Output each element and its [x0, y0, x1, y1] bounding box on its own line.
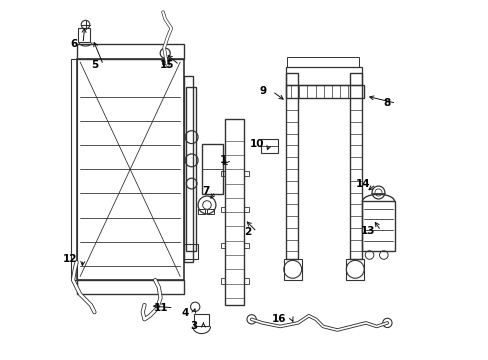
Text: 5: 5	[91, 60, 98, 70]
Bar	[71, 59, 77, 280]
Text: 14: 14	[355, 179, 370, 189]
Bar	[77, 59, 183, 280]
Text: 15: 15	[159, 60, 174, 70]
Bar	[201, 144, 223, 194]
Bar	[220, 243, 224, 248]
Bar	[244, 207, 248, 212]
Bar	[285, 85, 364, 98]
Text: 10: 10	[249, 139, 264, 149]
Bar	[162, 59, 169, 64]
Bar	[244, 243, 248, 248]
Text: 9: 9	[259, 86, 266, 96]
Bar	[220, 171, 224, 176]
Text: 7: 7	[202, 186, 209, 197]
Bar	[206, 208, 214, 214]
Bar	[220, 207, 224, 212]
Text: 8: 8	[383, 98, 390, 108]
Text: 11: 11	[154, 303, 168, 313]
Bar	[224, 119, 244, 305]
Bar	[349, 73, 362, 258]
Bar	[244, 278, 248, 284]
Text: 1: 1	[219, 156, 226, 165]
Bar	[220, 278, 224, 284]
Text: 12: 12	[63, 254, 78, 264]
Text: 2: 2	[244, 227, 251, 237]
Bar	[362, 202, 394, 251]
Bar	[77, 280, 183, 294]
Bar	[260, 139, 278, 153]
Text: 3: 3	[190, 321, 198, 332]
Bar	[244, 171, 248, 176]
Bar	[285, 73, 298, 258]
Bar	[77, 44, 183, 59]
Bar	[285, 67, 362, 85]
Text: 6: 6	[70, 39, 78, 49]
Bar	[78, 28, 90, 42]
Bar	[198, 208, 205, 214]
Text: 16: 16	[271, 314, 285, 324]
Bar	[183, 244, 198, 258]
Bar	[287, 57, 358, 67]
Text: 4: 4	[181, 308, 188, 318]
Bar	[185, 87, 196, 251]
Text: 13: 13	[360, 226, 375, 236]
Bar	[346, 258, 364, 280]
Bar	[183, 76, 192, 262]
Bar	[283, 258, 301, 280]
Bar	[194, 314, 208, 327]
